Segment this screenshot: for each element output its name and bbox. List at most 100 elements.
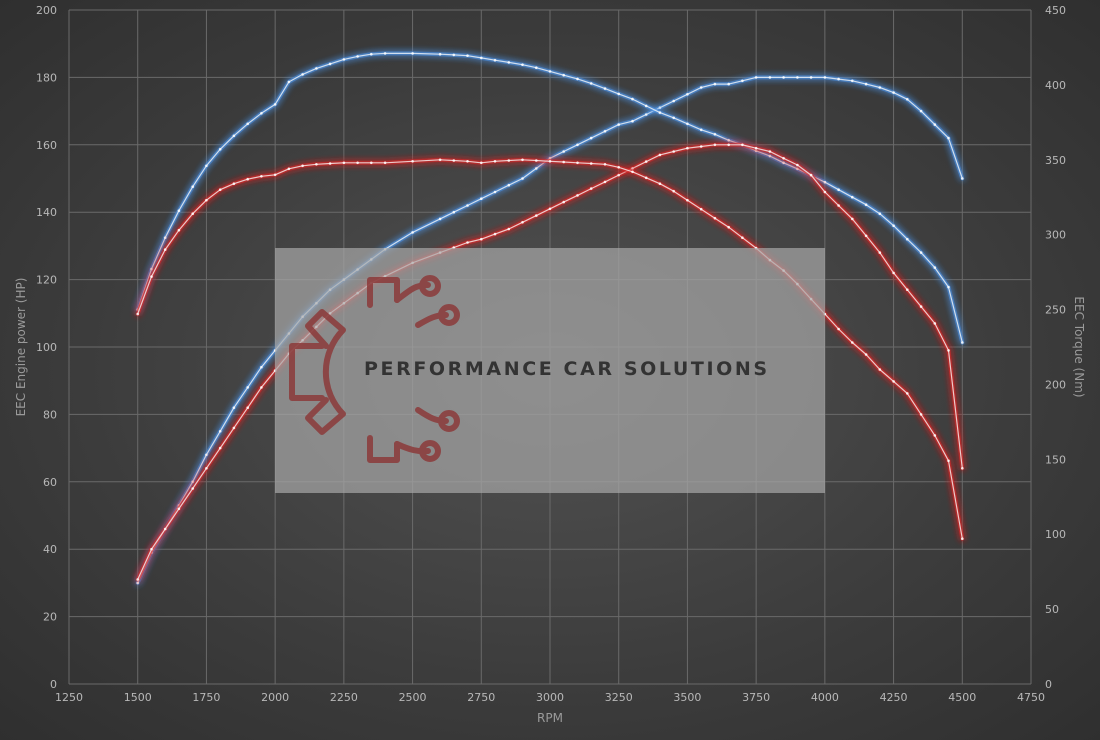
data-point <box>177 507 181 511</box>
y-right-tick-label: 0 <box>1045 678 1052 691</box>
y-left-tick-label: 100 <box>36 341 57 354</box>
data-point <box>163 236 167 239</box>
data-point <box>617 123 620 126</box>
data-point <box>273 173 277 177</box>
y-right-tick-label: 450 <box>1045 4 1066 17</box>
data-point <box>218 446 222 450</box>
data-point <box>438 158 442 162</box>
y-left-tick-label: 160 <box>36 139 57 152</box>
y-right-tick-label: 400 <box>1045 79 1066 92</box>
x-tick-label: 4000 <box>811 691 839 704</box>
y-left-tick-label: 0 <box>50 678 57 691</box>
data-point <box>150 267 153 271</box>
y-right-tick-label: 150 <box>1045 453 1066 466</box>
data-point <box>658 106 662 109</box>
data-point <box>796 76 799 79</box>
data-point <box>823 190 827 194</box>
data-point <box>301 73 304 76</box>
data-point <box>823 76 827 79</box>
data-point <box>356 161 359 165</box>
data-point <box>521 177 524 180</box>
data-point <box>603 180 607 184</box>
data-point <box>150 547 153 551</box>
data-point <box>658 111 662 114</box>
y-right-tick-label: 250 <box>1045 304 1066 317</box>
data-point <box>383 161 387 165</box>
data-point <box>919 251 923 254</box>
data-point <box>411 160 414 163</box>
y-right-tick-label: 100 <box>1045 528 1066 541</box>
data-point <box>919 109 923 113</box>
data-point <box>589 136 593 140</box>
data-point <box>686 122 689 126</box>
data-point <box>727 139 730 142</box>
data-point <box>205 164 208 168</box>
data-point <box>644 113 648 116</box>
data-point <box>631 167 634 170</box>
data-point <box>507 227 511 231</box>
data-point <box>686 198 689 202</box>
data-point <box>177 209 181 212</box>
data-point <box>342 58 346 61</box>
data-point <box>906 237 909 241</box>
data-point <box>631 170 634 174</box>
data-point <box>535 159 538 162</box>
data-point <box>754 76 758 79</box>
data-point <box>466 241 469 244</box>
data-point <box>493 160 497 163</box>
data-point <box>493 232 497 236</box>
data-point <box>576 77 579 81</box>
data-point <box>823 180 827 184</box>
data-point <box>273 103 277 106</box>
data-point <box>672 189 675 193</box>
data-point <box>644 104 648 108</box>
y-right-tick-label: 350 <box>1045 154 1066 167</box>
data-point <box>246 386 249 389</box>
data-point <box>507 61 511 64</box>
data-point <box>768 150 772 153</box>
data-point <box>906 98 909 101</box>
x-tick-label: 3000 <box>536 691 564 704</box>
data-point <box>191 487 194 490</box>
data-point <box>603 130 607 133</box>
data-point <box>699 128 703 132</box>
data-point <box>617 166 620 169</box>
data-point <box>947 349 950 352</box>
data-point <box>741 143 744 147</box>
data-point <box>136 312 139 316</box>
data-point <box>301 164 304 168</box>
data-point <box>851 341 854 344</box>
data-point <box>933 266 937 269</box>
series-layer <box>135 51 965 585</box>
data-point <box>864 353 868 356</box>
data-point <box>892 271 895 275</box>
data-point <box>851 79 854 83</box>
y-left-tick-label: 40 <box>43 543 57 556</box>
data-point <box>480 161 483 165</box>
data-point <box>672 99 675 103</box>
data-point <box>741 79 744 83</box>
data-point <box>754 146 758 150</box>
data-point <box>589 187 593 190</box>
data-point <box>562 73 565 77</box>
data-point <box>260 386 263 389</box>
data-point <box>713 216 717 220</box>
data-point <box>480 197 483 200</box>
x-tick-label: 2000 <box>261 691 289 704</box>
data-point <box>644 160 648 163</box>
data-point <box>576 161 579 165</box>
data-point <box>658 153 662 157</box>
data-point <box>727 225 730 229</box>
watermark: PERFORMANCE CAR SOLUTIONS <box>275 248 825 493</box>
x-tick-label: 4750 <box>1017 691 1045 704</box>
data-point <box>480 237 483 241</box>
data-point <box>562 150 565 153</box>
data-point <box>232 182 236 185</box>
data-point <box>136 578 139 581</box>
data-point <box>837 188 840 191</box>
data-point <box>535 167 538 170</box>
x-tick-label: 1250 <box>55 691 83 704</box>
data-point <box>548 207 552 211</box>
data-point <box>878 212 882 215</box>
x-tick-label: 3500 <box>673 691 701 704</box>
